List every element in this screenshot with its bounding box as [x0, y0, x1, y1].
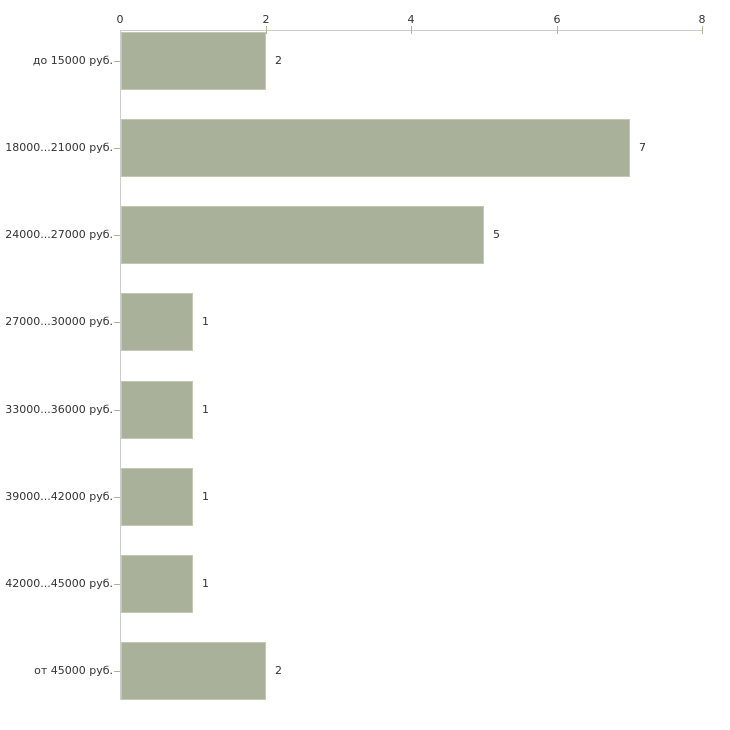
x-axis-tick-label: 4 — [407, 13, 415, 26]
value-label: 1 — [202, 577, 209, 590]
bar — [121, 468, 193, 526]
bar — [121, 555, 193, 613]
category-label: 27000...30000 руб. — [5, 315, 113, 328]
category-label: 33000...36000 руб. — [5, 403, 113, 416]
x-axis-tick-label: 6 — [553, 13, 561, 26]
category-label: 42000...45000 руб. — [5, 577, 113, 590]
category-axis-tick-mark — [114, 497, 120, 498]
x-axis-tick-label: 0 — [116, 13, 124, 26]
category-axis-tick-mark — [114, 148, 120, 149]
value-label: 2 — [275, 54, 282, 67]
x-axis-tick-label: 8 — [698, 13, 706, 26]
x-axis-tick-mark — [266, 26, 267, 34]
x-axis-tick-mark — [557, 26, 558, 34]
bar — [121, 381, 193, 439]
x-axis-tick-mark — [411, 26, 412, 34]
value-label: 2 — [275, 664, 282, 677]
category-axis-tick-mark — [114, 235, 120, 236]
value-label: 1 — [202, 315, 209, 328]
category-axis-tick-mark — [114, 322, 120, 323]
category-axis-tick-mark — [114, 61, 120, 62]
x-axis-tick-label: 2 — [262, 13, 270, 26]
category-axis-tick-mark — [114, 671, 120, 672]
bar — [121, 206, 484, 264]
bar — [121, 32, 266, 90]
y-axis-line — [120, 30, 121, 700]
bar — [121, 119, 630, 177]
category-label: 24000...27000 руб. — [5, 228, 113, 241]
category-label: 39000...42000 руб. — [5, 490, 113, 503]
category-label: до 15000 руб. — [32, 54, 113, 67]
category-label: от 45000 руб. — [34, 664, 113, 677]
value-label: 1 — [202, 490, 209, 503]
bar — [121, 293, 193, 351]
category-label: 18000...21000 руб. — [5, 141, 113, 154]
value-label: 7 — [639, 141, 646, 154]
category-axis-tick-mark — [114, 584, 120, 585]
value-label: 1 — [202, 403, 209, 416]
bar — [121, 642, 266, 700]
x-axis-tick-mark — [702, 26, 703, 34]
value-label: 5 — [493, 228, 500, 241]
category-axis-tick-mark — [114, 410, 120, 411]
